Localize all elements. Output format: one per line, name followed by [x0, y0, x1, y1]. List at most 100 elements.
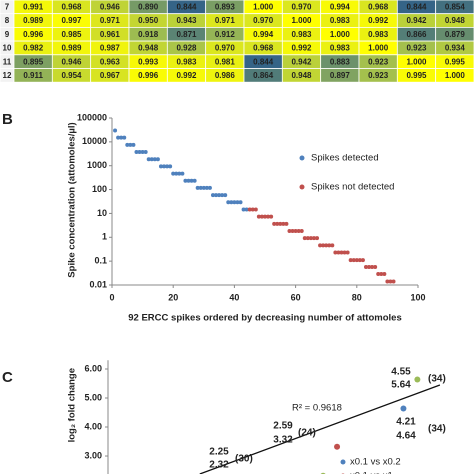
cell-label: 0.948 — [291, 71, 312, 80]
cell-label: 0.946 — [100, 2, 121, 11]
point-x-label: 4.21 — [396, 417, 416, 428]
point — [342, 250, 347, 255]
cell-label: 0.948 — [138, 44, 159, 53]
x-tick-label: 0 — [109, 292, 114, 302]
r-squared: R² = 0.9618 — [292, 403, 342, 414]
row-label: 12 — [3, 71, 12, 80]
point — [388, 279, 393, 284]
point-count: (30) — [235, 454, 253, 465]
point — [238, 200, 243, 205]
row-label: 11 — [3, 57, 12, 66]
y-tick-label: 4.00 — [84, 421, 102, 431]
cell-label: 0.995 — [406, 71, 427, 80]
point — [382, 271, 387, 276]
cell-label: 0.997 — [61, 16, 82, 25]
cell-label: 0.970 — [215, 44, 236, 53]
trendline — [199, 384, 441, 474]
cell-label: 0.942 — [291, 57, 312, 66]
point — [253, 207, 258, 212]
point — [137, 150, 142, 155]
point — [250, 207, 255, 212]
cell-label: 0.983 — [330, 44, 351, 53]
point — [336, 250, 341, 255]
cell-label: 1.000 — [330, 30, 351, 39]
cell-label: 0.844 — [253, 57, 274, 66]
point — [299, 229, 304, 234]
point — [256, 214, 261, 219]
point — [321, 243, 326, 248]
cell-label: 0.983 — [330, 16, 351, 25]
point — [272, 221, 277, 226]
cell-label: 0.854 — [445, 2, 466, 11]
point — [210, 193, 215, 198]
y-tick-label: 0.1 — [94, 256, 107, 266]
point-x-label: 4.55 — [391, 367, 411, 378]
y-tick-label: 100000 — [77, 112, 107, 122]
point — [152, 157, 157, 162]
point — [223, 193, 228, 198]
cell-label: 0.968 — [61, 2, 82, 11]
cell-label: 0.871 — [176, 30, 197, 39]
point — [278, 221, 283, 226]
point — [266, 214, 271, 219]
point — [302, 236, 307, 241]
point — [293, 229, 298, 234]
cell-label: 0.923 — [368, 57, 389, 66]
point — [119, 135, 124, 140]
cell-label: 0.950 — [138, 16, 159, 25]
point-x-label: 2.25 — [209, 447, 229, 458]
point — [345, 250, 350, 255]
point — [220, 193, 225, 198]
y-tick-label: 1000 — [87, 160, 107, 170]
y-tick-label: 1 — [102, 232, 107, 242]
point — [367, 264, 372, 269]
point — [128, 142, 133, 147]
cell-label: 0.864 — [253, 71, 274, 80]
point — [207, 185, 212, 190]
cell-label: 0.923 — [406, 44, 427, 53]
y-tick-label: 100 — [92, 184, 107, 194]
point — [174, 171, 179, 176]
point-count: (24) — [298, 428, 316, 439]
cell-label: 0.983 — [176, 57, 197, 66]
point — [370, 264, 375, 269]
cell-label: 0.971 — [100, 16, 121, 25]
point — [244, 207, 249, 212]
point — [189, 178, 194, 183]
point — [391, 279, 396, 284]
cell-label: 0.981 — [215, 57, 236, 66]
x-tick-label: 60 — [291, 292, 301, 302]
cell-label: 0.895 — [23, 57, 44, 66]
point — [357, 258, 362, 263]
cell-label: 0.989 — [61, 44, 82, 53]
point — [122, 135, 127, 140]
point — [281, 221, 286, 226]
point — [149, 157, 154, 162]
cell-label: 0.968 — [368, 2, 389, 11]
cell-label: 0.967 — [100, 71, 121, 80]
point — [247, 207, 252, 212]
point — [168, 164, 173, 169]
cell-label: 0.934 — [445, 44, 466, 53]
cell-label: 0.982 — [23, 44, 44, 53]
point — [232, 200, 237, 205]
cell-label: 0.992 — [291, 44, 312, 53]
point — [217, 193, 222, 198]
point — [275, 221, 280, 226]
point — [158, 164, 163, 169]
cell-label: 0.995 — [445, 57, 466, 66]
cell-label: 0.985 — [61, 30, 82, 39]
point — [171, 171, 176, 176]
point — [143, 150, 148, 155]
legend-label: x0.1 vs x0.2 — [350, 457, 401, 468]
cell-label: 0.992 — [368, 16, 389, 25]
point — [165, 164, 170, 169]
row-label: 8 — [5, 16, 10, 25]
cell-label: 0.996 — [138, 71, 159, 80]
point — [180, 171, 185, 176]
point — [195, 185, 200, 190]
cell-label: 0.994 — [253, 30, 274, 39]
point-y-label: 4.64 — [396, 431, 416, 442]
